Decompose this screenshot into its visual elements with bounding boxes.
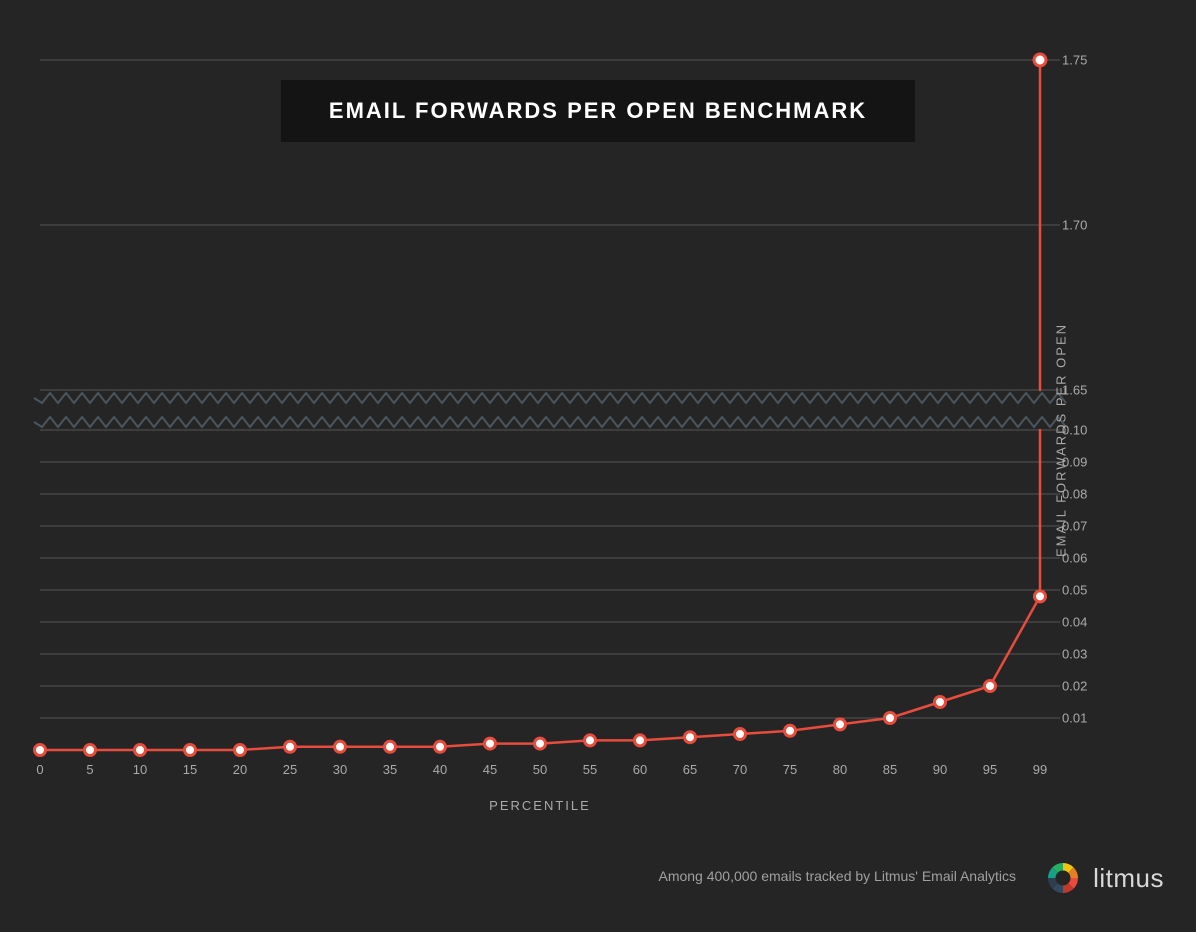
x-tick-label: 50 [533, 762, 547, 777]
x-tick-label: 10 [133, 762, 147, 777]
x-tick-label: 65 [683, 762, 697, 777]
y-tick-label: 1.65 [1062, 383, 1087, 398]
y-tick-label: 0.04 [1062, 615, 1087, 630]
x-tick-label: 30 [333, 762, 347, 777]
y-tick-label: 1.70 [1062, 218, 1087, 233]
x-tick-label: 15 [183, 762, 197, 777]
brand-logo: litmus [1043, 858, 1164, 898]
x-tick-label: 40 [433, 762, 447, 777]
y-tick-label: 0.03 [1062, 647, 1087, 662]
x-tick-label: 90 [933, 762, 947, 777]
x-axis-label: PERCENTILE [489, 798, 591, 813]
chart-title: EMAIL FORWARDS PER OPEN BENCHMARK [281, 80, 915, 142]
chart-container: EMAIL FORWARDS PER OPEN BENCHMARK PERCEN… [0, 0, 1196, 932]
x-tick-label: 5 [86, 762, 93, 777]
x-tick-label: 70 [733, 762, 747, 777]
y-tick-label: 0.08 [1062, 487, 1087, 502]
x-tick-label: 35 [383, 762, 397, 777]
x-tick-label: 25 [283, 762, 297, 777]
y-tick-label: 0.05 [1062, 583, 1087, 598]
x-tick-label: 75 [783, 762, 797, 777]
litmus-ring-icon [1043, 858, 1083, 898]
x-tick-label: 85 [883, 762, 897, 777]
x-tick-label: 55 [583, 762, 597, 777]
x-tick-label: 45 [483, 762, 497, 777]
y-tick-label: 1.75 [1062, 53, 1087, 68]
x-tick-label: 60 [633, 762, 647, 777]
y-tick-label: 0.06 [1062, 551, 1087, 566]
y-tick-label: 0.01 [1062, 711, 1087, 726]
x-tick-label: 95 [983, 762, 997, 777]
x-tick-label: 99 [1033, 762, 1047, 777]
y-tick-label: 0.02 [1062, 679, 1087, 694]
footer-caption: Among 400,000 emails tracked by Litmus' … [658, 868, 1016, 884]
x-tick-label: 20 [233, 762, 247, 777]
y-tick-label: 0.09 [1062, 455, 1087, 470]
x-tick-label: 80 [833, 762, 847, 777]
x-tick-label: 0 [36, 762, 43, 777]
brand-name: litmus [1093, 863, 1164, 894]
y-tick-label: 0.07 [1062, 519, 1087, 534]
y-tick-label: 0.10 [1062, 423, 1087, 438]
